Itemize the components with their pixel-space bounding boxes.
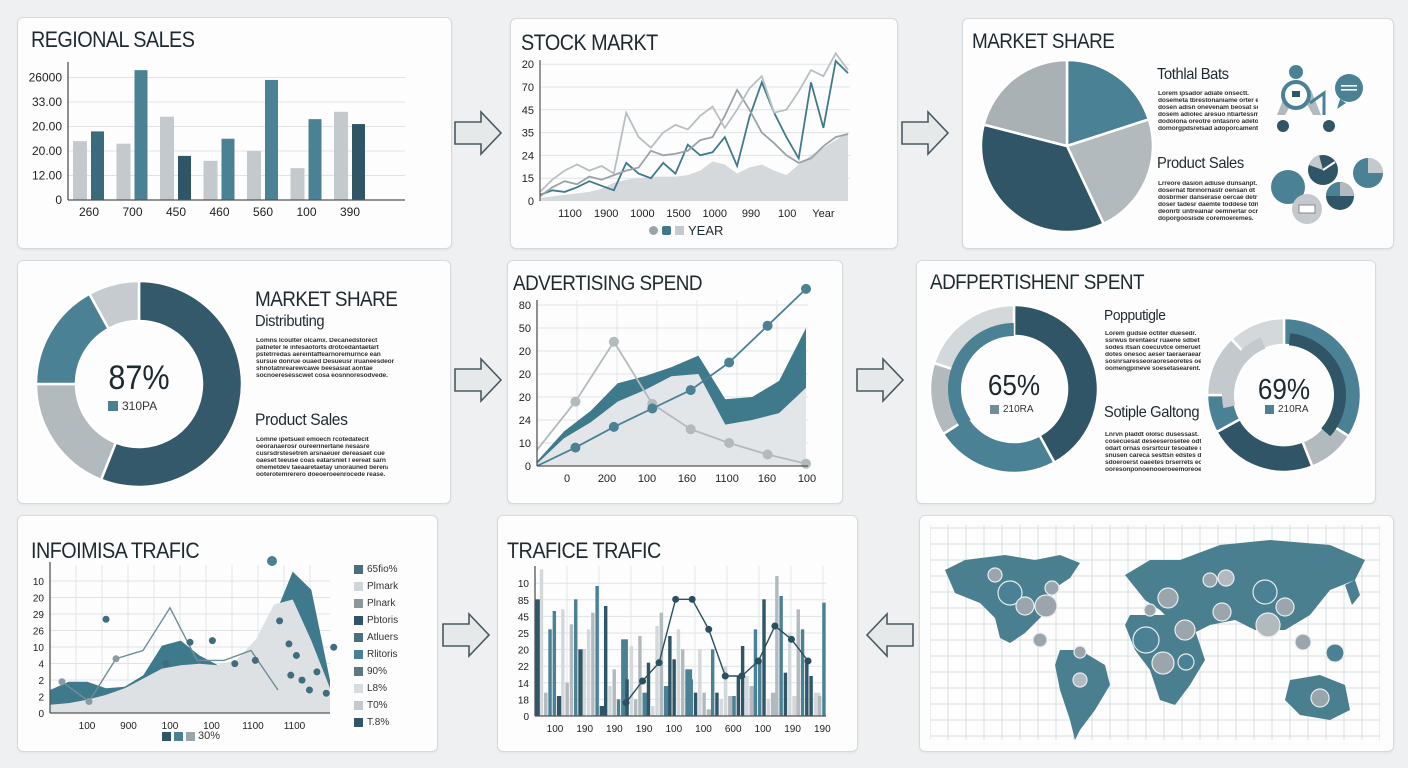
- arrow-right-icon: [442, 612, 491, 658]
- legend-swatch: [354, 582, 363, 591]
- legend-item: Plnark: [354, 595, 398, 612]
- donut-center-value: 87%: [108, 359, 170, 397]
- advertising-spend-panel: [507, 260, 843, 504]
- legend-item: L8%: [354, 680, 398, 697]
- section-title: Popputigle: [1104, 307, 1166, 324]
- legend-label: T.8%: [367, 717, 390, 728]
- body-text: Lnrvn pladdt ololsc dusessast. cosecuesat…: [1105, 432, 1201, 473]
- body-text: Lrreore dasion adiuse dunsanpt. dosernat …: [1158, 181, 1258, 222]
- donut1-center-legend: 210RA: [990, 404, 1034, 415]
- legend-swatch: [354, 599, 363, 608]
- arrow-right-icon: [454, 357, 503, 403]
- arrow-right-icon: [856, 357, 905, 403]
- distributing-subtitle: Distributing: [255, 313, 325, 330]
- stock-market-legend: YEAR: [649, 223, 723, 238]
- legend-item: Pbtoris: [354, 612, 398, 629]
- donut1-center-value: 65%: [987, 370, 1041, 402]
- legend-label: Plmark: [367, 581, 399, 592]
- infographic-traffic-title: INFOIMISA TRAFIC: [31, 538, 200, 563]
- section-title: Tothlal Bats: [1157, 66, 1229, 83]
- body-text: Lorem gudsie octiter duesedr. ssrwus bren…: [1105, 331, 1201, 372]
- legend-item: T.8%: [354, 714, 398, 731]
- legend-item: Rlitoris: [354, 646, 398, 663]
- legend-dot-grey: [649, 226, 658, 235]
- product-sales-title: Product Sales: [255, 410, 348, 429]
- legend-label: Rlitoris: [367, 649, 398, 660]
- donut2-center-legend: 210RA: [1265, 404, 1309, 415]
- market-share-heading: MARKET SHARE: [255, 288, 398, 311]
- body-text: Lorem ipsador adiate onsectt. dosemeta tb…: [1158, 91, 1258, 132]
- legend-label: Pbtoris: [367, 615, 399, 626]
- legend-label: Plnark: [367, 598, 396, 609]
- infographic-legend: 65fio% Plmark Plnark Pbtoris Atluers Rlitoris…: [354, 561, 398, 731]
- legend-swatch: [354, 565, 363, 574]
- legend-item: T0%: [354, 697, 398, 714]
- legend-item: 90%: [354, 663, 398, 680]
- legend-swatch: [354, 667, 363, 676]
- section-title: Sotiple Galtong: [1104, 404, 1200, 421]
- legend-swatch: [354, 633, 363, 642]
- legend-swatch: [354, 701, 363, 710]
- advertising-spend-title: ADVERTISING SPEND: [513, 272, 703, 295]
- world-map-panel: [919, 515, 1394, 752]
- body-text: Lomne ipetsueil emoech rcotedatecit oeora…: [256, 437, 388, 478]
- arrow-left-icon: [865, 612, 914, 658]
- legend-swatch: [354, 718, 363, 727]
- legend-item: Atluers: [354, 629, 398, 646]
- legend-swatch: [354, 650, 363, 659]
- legend-swatch: [354, 684, 363, 693]
- market-share-title: MARKET SHARE: [972, 30, 1115, 53]
- stock-market-title: STOCK MARKT: [521, 30, 658, 55]
- legend-square-light: [675, 226, 684, 235]
- regional-sales-panel: [17, 17, 452, 249]
- legend-label: 90%: [367, 666, 388, 677]
- legend-label: Atluers: [367, 632, 399, 643]
- section-title: Product Sales: [1157, 155, 1244, 172]
- traffic-title: TRAFICE TRAFIC: [507, 538, 661, 563]
- legend-swatch: [354, 616, 363, 625]
- regional-sales-title: REGIONAL SALES: [31, 27, 195, 52]
- donut-center-legend: 310PA: [108, 399, 157, 413]
- donut2-center-value: 69%: [1257, 374, 1311, 406]
- legend-item: Plmark: [354, 578, 398, 595]
- body-text: Lomns lcoulter olcamx. Decanedstorect pat…: [256, 338, 394, 379]
- legend-label: T0%: [367, 700, 388, 711]
- legend-label: L8%: [367, 683, 388, 694]
- legend-square-teal: [662, 226, 671, 235]
- arrow-right-icon: [454, 110, 503, 156]
- legend-label: YEAR: [688, 223, 724, 238]
- legend-label: 65fio%: [367, 564, 398, 575]
- bottom-legend: 30%: [162, 730, 220, 742]
- arrow-right-icon: [901, 110, 950, 156]
- advertising-spent-title: ADFPERTISHENΓ SPENT: [930, 271, 1145, 294]
- legend-item: 65fio%: [354, 561, 398, 578]
